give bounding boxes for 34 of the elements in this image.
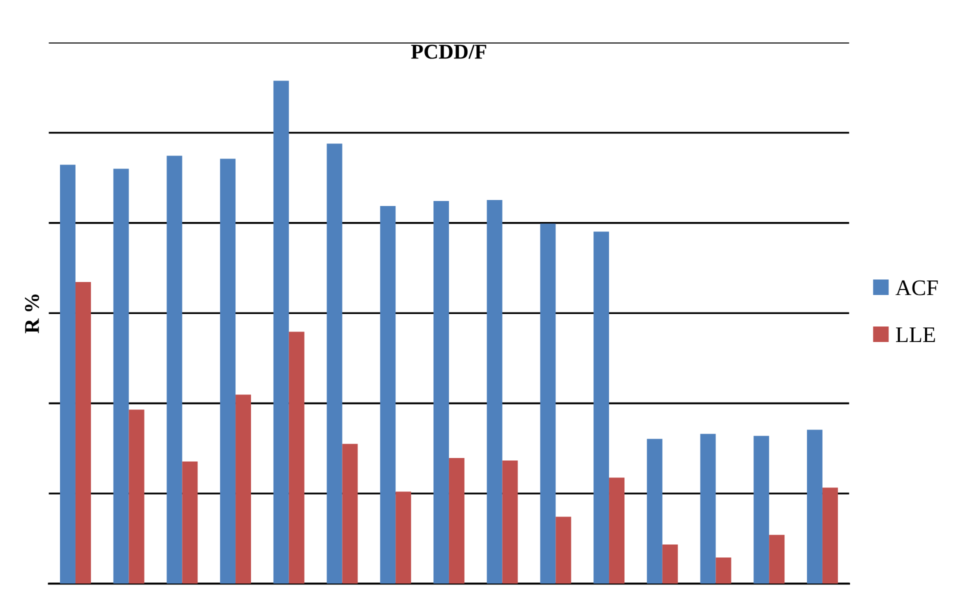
chart-title: PCDD/F: [411, 44, 486, 59]
bar: [326, 144, 342, 584]
bar: [128, 410, 144, 584]
bar: [502, 460, 518, 584]
bar: [166, 156, 182, 584]
bar: [646, 438, 662, 584]
bar: [342, 444, 358, 584]
bar: [662, 544, 678, 584]
bar: [75, 282, 91, 584]
bar: [716, 558, 732, 584]
bar: [182, 461, 198, 584]
bar: [60, 164, 76, 584]
bar: [540, 224, 556, 584]
bar: [448, 458, 464, 584]
bar: [822, 488, 838, 584]
bar: [806, 430, 822, 584]
bar: [396, 492, 412, 584]
bar: [288, 332, 304, 584]
bar: [594, 232, 610, 584]
bar: [609, 478, 624, 584]
bar: [700, 434, 716, 584]
bar: [380, 206, 396, 584]
bar: [113, 168, 129, 584]
bar: [220, 158, 236, 584]
legend-label: ACF: [896, 280, 938, 296]
y-axis-title: R %: [24, 294, 40, 334]
legend-label: LLE: [896, 327, 935, 342]
bar: [754, 436, 770, 584]
bar: [769, 534, 785, 584]
bar: [273, 80, 289, 584]
bar: [486, 200, 502, 584]
bar: [236, 394, 252, 584]
bar: [433, 200, 449, 584]
bar: [556, 516, 572, 584]
